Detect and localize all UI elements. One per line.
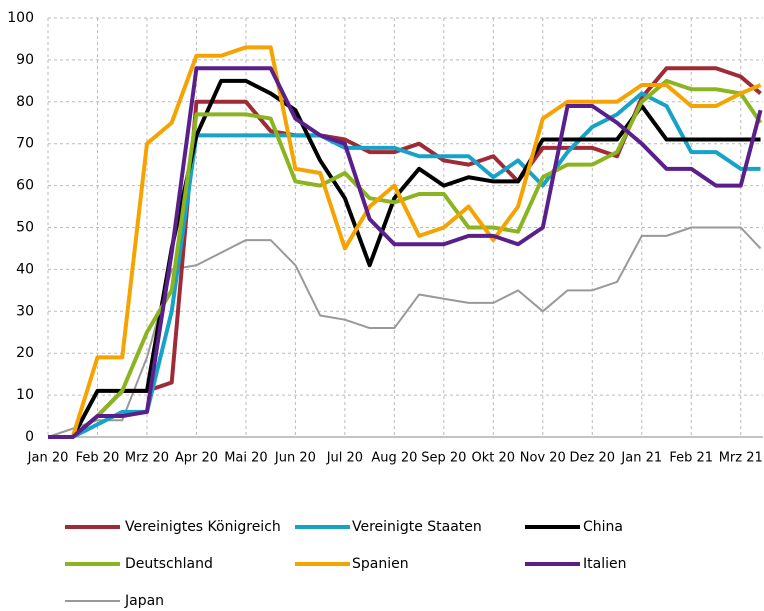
- x-tick-label: Feb 21: [669, 451, 713, 466]
- series-line: [47, 226, 762, 438]
- y-tick-label: 30: [16, 303, 34, 319]
- legend-label: Japan: [124, 593, 164, 609]
- legend-label: Italien: [583, 556, 626, 572]
- series-line: [48, 91, 761, 439]
- series-line: [48, 66, 762, 439]
- legend-label: Vereinigte Staaten: [352, 519, 482, 535]
- y-tick-label: 80: [16, 94, 34, 110]
- legend-label: Vereinigtes Königreich: [125, 519, 281, 535]
- x-tick-label: Jun 20: [274, 451, 316, 466]
- x-tick-label: Nov 20: [520, 451, 566, 466]
- x-tick-label: Jan 21: [620, 451, 662, 466]
- series-line: [48, 66, 763, 439]
- x-tick-label: Mai 20: [224, 451, 267, 466]
- x-tick-label: Mrz 20: [125, 451, 169, 466]
- y-tick-label: 70: [16, 136, 34, 152]
- x-tick-label: Mrz 21: [719, 451, 763, 466]
- x-tick-label: Dez 20: [570, 451, 616, 466]
- y-tick-label: 20: [16, 345, 34, 361]
- x-tick-label: Jul 20: [326, 451, 363, 466]
- x-tick-label: Apr 20: [175, 451, 218, 466]
- x-tick-label: Feb 20: [76, 451, 120, 466]
- y-tick-label: 100: [7, 10, 34, 26]
- y-tick-label: 60: [16, 178, 34, 194]
- y-tick-label: 90: [16, 52, 34, 68]
- legend-label: China: [583, 519, 623, 535]
- legend-label: Deutschland: [125, 556, 213, 572]
- series-line: [48, 45, 762, 439]
- x-tick-label: Jan 20: [27, 451, 69, 466]
- y-tick-label: 50: [16, 220, 34, 236]
- y-tick-label: 40: [16, 261, 34, 277]
- y-tick-label: 0: [25, 429, 34, 445]
- x-tick-label: Aug 20: [371, 451, 417, 466]
- x-tick-label: Sep 20: [421, 451, 466, 466]
- legend-label: Spanien: [352, 556, 409, 572]
- series-line: [48, 78, 763, 439]
- y-tick-label: 10: [16, 387, 34, 403]
- x-tick-label: Okt 20: [472, 451, 516, 466]
